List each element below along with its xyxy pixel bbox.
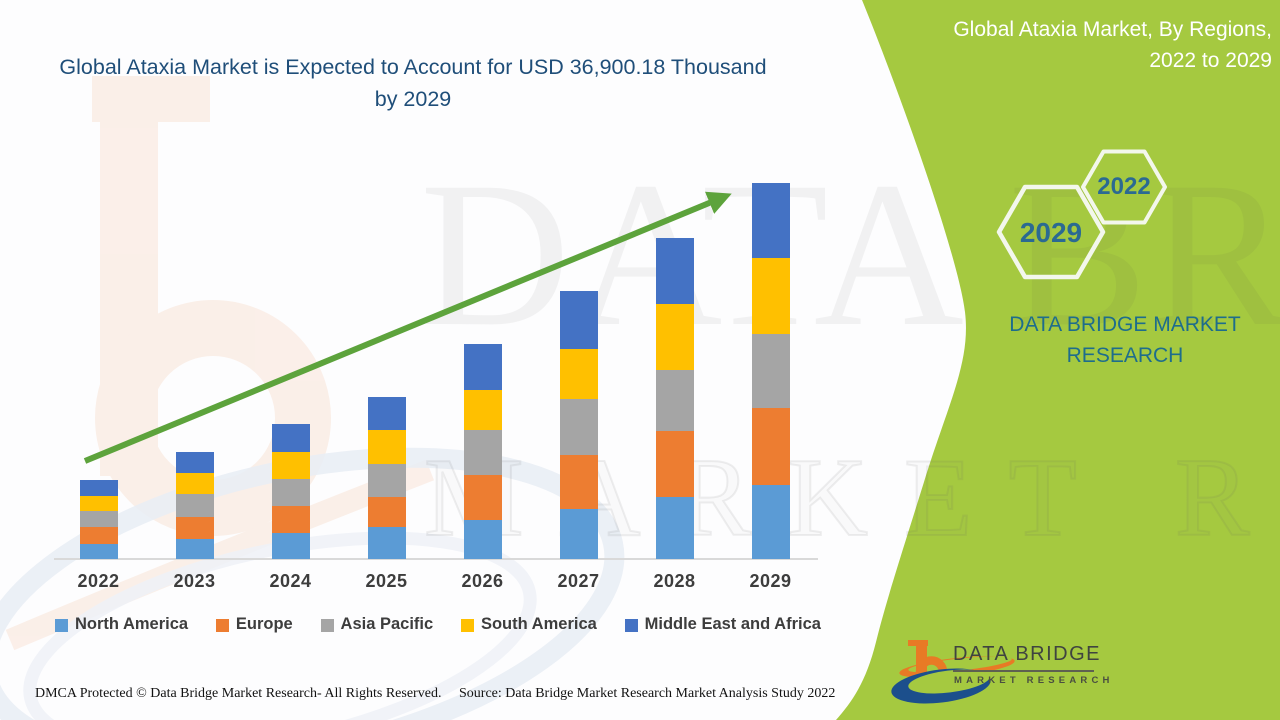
bar-segment [751, 484, 790, 559]
bar-segment [175, 452, 214, 473]
bar-segment [463, 390, 502, 431]
x-axis-label-2027: 2027 [557, 571, 600, 591]
bar-segment [79, 543, 118, 559]
bar-segment [463, 344, 502, 391]
bar-segment [79, 495, 118, 511]
bar-segment [559, 291, 598, 349]
bar-segment [559, 454, 598, 509]
stacked-bar-2028 [655, 238, 694, 559]
bar-segment [271, 424, 310, 452]
bar-segment [559, 399, 598, 455]
bar-segment [463, 430, 502, 475]
legend-label: South America [480, 615, 597, 633]
stacked-bar-chart: 2022 2023 2024 2025 2026 2027 2028 2029 [54, 183, 818, 591]
stacked-bar-2029 [751, 183, 790, 559]
bar-segment [367, 463, 406, 497]
legend-item: Asia Pacific [320, 615, 434, 634]
bar-segment [79, 480, 118, 496]
x-axis-label-2028: 2028 [653, 571, 696, 591]
bar-segment [175, 493, 214, 517]
bar-segment [559, 348, 598, 400]
legend-label: Europe [235, 615, 293, 633]
legend-label: Asia Pacific [340, 615, 434, 633]
bar-segment [655, 430, 694, 497]
hexagon-year-2029: 2029 [1019, 217, 1083, 248]
bar-segment [751, 183, 790, 258]
bar-segment [655, 369, 694, 431]
x-axis-line [54, 558, 818, 560]
panel-brand-caption: DATA BRIDGE MARKET RESEARCH [1009, 313, 1241, 367]
bar-segment [367, 526, 406, 559]
stacked-bar-2023 [175, 452, 214, 559]
hexagon-year-2022: 2022 [1097, 173, 1151, 200]
bar-segment [463, 520, 502, 559]
footer-dmca-text: DMCA Protected © Data Bridge Market Rese… [35, 686, 442, 701]
legend-swatch-icon [624, 618, 638, 632]
bar-segment [367, 397, 406, 430]
bar-segment [271, 451, 310, 479]
bar-segment [367, 429, 406, 464]
bar-segment [175, 472, 214, 494]
bar-segment [79, 510, 118, 528]
bar-segment [79, 527, 118, 544]
legend-swatch-icon [320, 618, 334, 632]
bar-segment [367, 496, 406, 527]
legend-item: North America [55, 615, 188, 634]
bar-segment [751, 257, 790, 334]
stacked-bar-2026 [463, 344, 502, 559]
bar-segment [751, 408, 790, 485]
stacked-bar-2027 [559, 291, 598, 559]
bar-segment [463, 475, 502, 520]
bar-segment [271, 533, 310, 559]
bar-segment [655, 496, 694, 559]
bar-segment [271, 505, 310, 534]
bar-segment [559, 508, 598, 559]
bar-segment [175, 538, 214, 559]
legend-swatch-icon [215, 618, 229, 632]
footer-source-text: Source: Data Bridge Market Research Mark… [459, 686, 836, 701]
legend-item: South America [460, 615, 597, 634]
chart-legend: North America Europe Asia Pacific South Ame… [55, 615, 821, 634]
legend-item: Middle East and Africa [624, 615, 821, 634]
x-axis-label-2029: 2029 [749, 571, 792, 591]
x-axis-label-2025: 2025 [365, 571, 408, 591]
legend-item: Europe [215, 615, 293, 634]
stacked-bar-2022 [79, 480, 118, 559]
x-axis-label-2023: 2023 [173, 571, 216, 591]
legend-swatch-icon [460, 618, 474, 632]
logo-title: DATA BRIDGE [953, 643, 1102, 665]
bar-segment [655, 238, 694, 305]
x-axis-label-2022: 2022 [77, 571, 120, 591]
bar-segment [751, 333, 790, 409]
x-axis-label-2024: 2024 [269, 571, 312, 591]
chart-title: Global Ataxia Market is Expected to Acco… [59, 55, 767, 111]
x-axis-label-2026: 2026 [461, 571, 504, 591]
legend-label: Middle East and Africa [644, 615, 821, 633]
stacked-bar-2024 [271, 424, 310, 559]
logo-subtitle: MARKET RESEARCH [954, 675, 1114, 686]
panel-title: Global Ataxia Market, By Regions, 2022 t… [953, 18, 1272, 72]
logo-underline [953, 670, 1094, 672]
legend-swatch-icon [55, 618, 68, 632]
legend-label: North America [75, 615, 189, 633]
bar-segment [655, 304, 694, 370]
bar-segment [271, 478, 310, 506]
stacked-bar-2025 [367, 397, 406, 559]
bar-segment [175, 516, 214, 539]
